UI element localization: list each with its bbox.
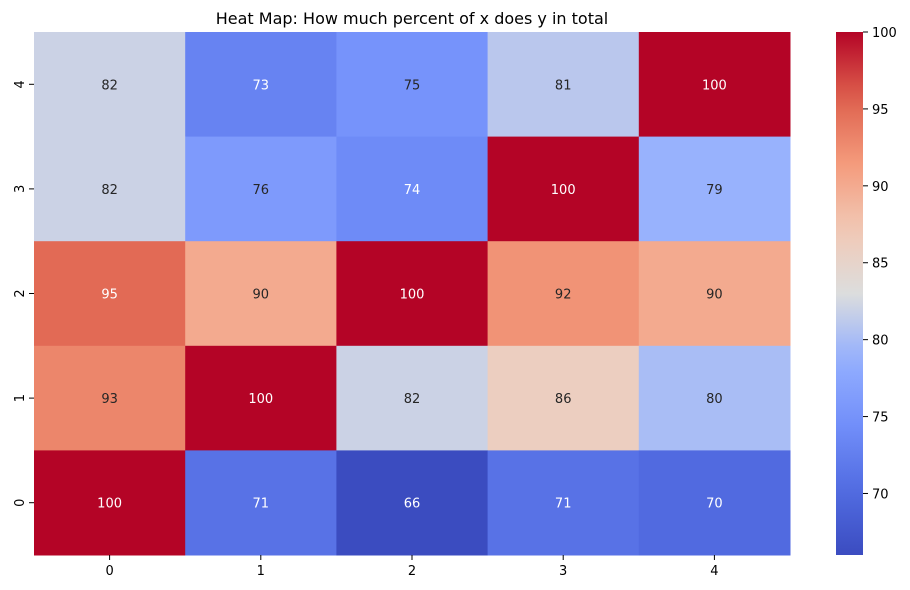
x-tick-label: 2 — [408, 564, 416, 579]
heatmap-cell — [336, 32, 489, 138]
heatmap-cells: 82 73 75 81 100 82 76 74 100 79 95 90 100 92 90 93 100 82… — [34, 32, 791, 556]
heatmap-cell — [34, 32, 186, 138]
heatmap-cell — [336, 450, 489, 556]
cell-value-label: 100 — [248, 392, 273, 407]
heatmap-cell — [185, 241, 337, 347]
heatmap-cell — [185, 450, 337, 556]
cell-value-label: 100 — [702, 78, 727, 93]
cell-value-label: 95 — [101, 288, 118, 303]
chart-title: Heat Map: How much percent of x does y i… — [216, 9, 608, 28]
heatmap-cell — [336, 241, 489, 347]
cell-value-label: 76 — [253, 183, 270, 198]
heatmap-cell — [487, 345, 640, 451]
y-tick-label: 4 — [13, 80, 28, 88]
colorbar — [836, 32, 863, 555]
x-axis-ticks: 0 1 2 3 4 — [105, 555, 719, 579]
colorbar-tick-label: 80 — [872, 334, 889, 349]
colorbar-tick-label: 95 — [872, 103, 889, 118]
y-tick-label: 0 — [13, 499, 28, 507]
heatmap-cell — [34, 345, 186, 451]
heatmap-cell — [185, 136, 337, 242]
cell-value-label: 82 — [101, 183, 118, 198]
colorbar-tick-label: 70 — [872, 487, 889, 502]
heatmap-cell — [638, 241, 791, 347]
cell-value-label: 100 — [400, 288, 425, 303]
heatmap-cell — [34, 241, 186, 347]
heatmap-cell — [34, 450, 186, 556]
heatmap-cell — [638, 345, 791, 451]
colorbar-tick-label: 85 — [872, 257, 889, 272]
y-tick-label: 3 — [13, 185, 28, 193]
cell-value-label: 66 — [404, 497, 421, 512]
cell-value-label: 81 — [555, 78, 572, 93]
x-tick-label: 1 — [257, 564, 265, 579]
x-tick-label: 4 — [710, 564, 718, 579]
cell-value-label: 100 — [97, 497, 122, 512]
cell-value-label: 86 — [555, 392, 572, 407]
colorbar-tick-label: 75 — [872, 411, 889, 426]
heatmap-cell — [336, 345, 489, 451]
heatmap-cell — [487, 450, 640, 556]
heatmap-cell — [336, 136, 489, 242]
heatmap-cell — [487, 241, 640, 347]
cell-value-label: 90 — [706, 288, 723, 303]
cell-value-label: 93 — [101, 392, 118, 407]
heatmap-cell — [34, 136, 186, 242]
cell-value-label: 90 — [253, 288, 270, 303]
heatmap-cell — [487, 32, 640, 138]
cell-value-label: 73 — [253, 78, 270, 93]
cell-value-label: 74 — [404, 183, 421, 198]
y-axis-ticks: 4 3 2 1 0 — [13, 80, 34, 507]
heatmap-cell — [638, 136, 791, 242]
colorbar-ticks: 70 75 80 85 90 95 100 — [863, 26, 897, 502]
cell-value-label: 100 — [551, 183, 576, 198]
heatmap-cell — [185, 345, 337, 451]
colorbar-tick-label: 100 — [872, 26, 897, 41]
cell-value-label: 71 — [253, 497, 270, 512]
cell-value-label: 71 — [555, 497, 572, 512]
cell-value-label: 82 — [101, 78, 118, 93]
heatmap-cell — [638, 450, 791, 556]
x-tick-label: 3 — [559, 564, 567, 579]
y-tick-label: 1 — [13, 394, 28, 402]
x-tick-label: 0 — [105, 564, 113, 579]
y-tick-label: 2 — [13, 289, 28, 297]
cell-value-label: 80 — [706, 392, 723, 407]
heatmap-cell — [638, 32, 791, 138]
heatmap-cell — [487, 136, 640, 242]
cell-value-label: 79 — [706, 183, 723, 198]
cell-value-label: 70 — [706, 497, 723, 512]
cell-value-label: 75 — [404, 78, 421, 93]
cell-value-label: 92 — [555, 288, 572, 303]
cell-value-label: 82 — [404, 392, 421, 407]
heatmap-cell — [185, 32, 337, 138]
colorbar-tick-label: 90 — [872, 180, 889, 195]
